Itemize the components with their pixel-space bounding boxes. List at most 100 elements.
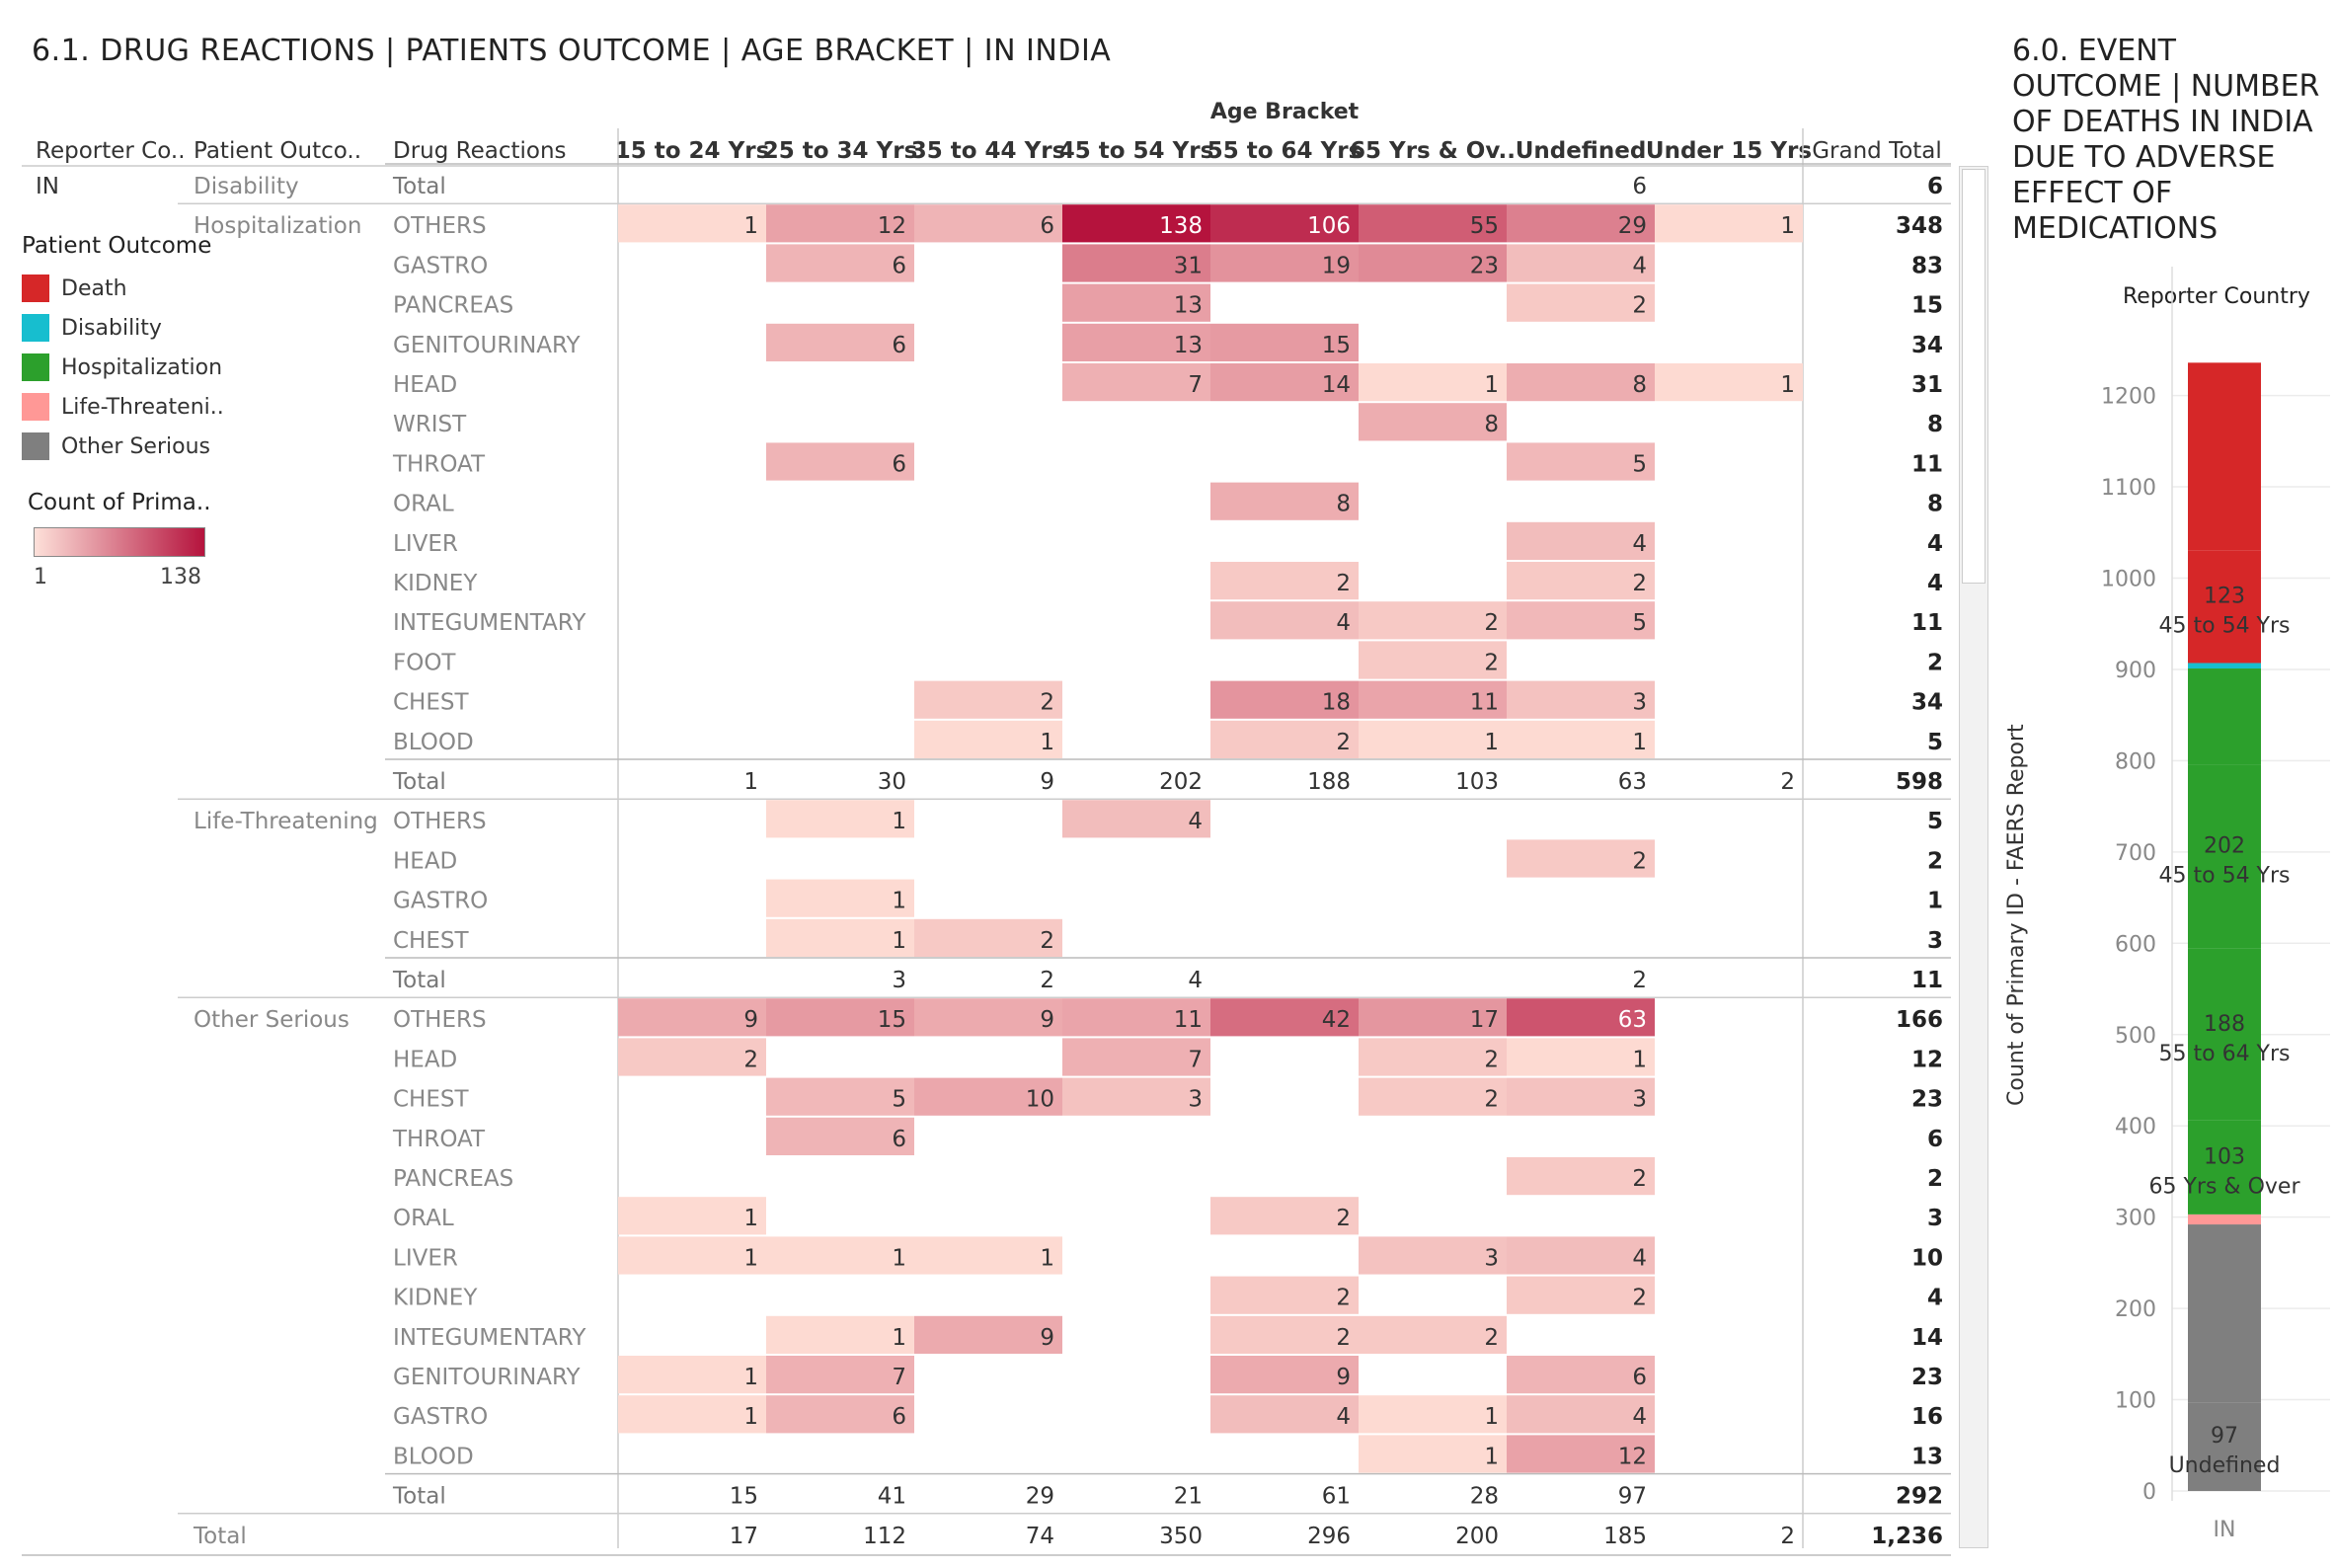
y-tick-label: 1100 <box>2101 476 2156 501</box>
heat-cell <box>914 1077 1062 1116</box>
reaction-label: ORAL <box>393 492 454 517</box>
cell-value: 12 <box>1618 1444 1647 1469</box>
legend-item[interactable]: Life-Threateni.. <box>22 387 224 427</box>
cell-value: 2 <box>1632 968 1647 993</box>
heat-cell <box>1210 1315 1359 1354</box>
cell-value: 1 <box>743 1404 758 1430</box>
cell-value: 2 <box>1632 293 1647 319</box>
heat-cell <box>1359 680 1507 719</box>
reaction-label: HEAD <box>393 848 457 874</box>
heat-cell <box>1507 1395 1655 1434</box>
legend-item[interactable]: Hospitalization <box>22 348 224 387</box>
cell-value: 2 <box>1336 1325 1351 1351</box>
heat-cell <box>618 1395 766 1434</box>
heat-cell <box>914 720 1062 758</box>
outcome-label: Disability <box>194 174 299 199</box>
column-header: 35 to 44 Yrs <box>911 138 1066 164</box>
cell-value: 1 <box>892 1245 906 1271</box>
reaction-label: INTEGUMENTARY <box>393 1325 586 1351</box>
legend-swatch <box>22 274 49 302</box>
grand-total-header: Grand Total <box>1812 138 1942 164</box>
cell-value: 19 <box>1322 253 1351 278</box>
row-grand-total: 5 <box>1927 809 1943 834</box>
cell-value: 6 <box>1040 213 1054 239</box>
reaction-label: FOOT <box>393 650 456 675</box>
bar-segment <box>2188 668 2261 765</box>
heat-cell <box>766 323 914 361</box>
heat-cell <box>1507 1038 1655 1076</box>
cell-value: 6 <box>892 451 906 477</box>
heat-cell <box>914 1236 1062 1275</box>
scrollbar-thumb[interactable] <box>1962 169 1986 584</box>
heat-cell <box>1210 323 1359 361</box>
column-header: 45 to 54 Yrs <box>1059 138 1214 164</box>
reaction-label: WRIST <box>393 412 467 437</box>
heat-cell <box>1507 720 1655 758</box>
row-grand-total: 83 <box>1911 253 1943 278</box>
color-scale-min: 1 <box>34 565 47 589</box>
cell-value: 97 <box>1618 1484 1647 1510</box>
heat-cell <box>1210 998 1359 1037</box>
legend-item[interactable]: Death <box>22 269 224 308</box>
cell-value: 1 <box>892 928 906 954</box>
cell-value: 15 <box>730 1484 758 1510</box>
cell-value: 1 <box>1040 730 1054 755</box>
heat-cell <box>1507 839 1655 878</box>
reaction-label: Total <box>392 174 446 199</box>
cell-value: 18 <box>1322 690 1351 716</box>
heat-cell <box>1210 244 1359 282</box>
grand-total-value: 74 <box>1026 1524 1054 1549</box>
cell-value: 3 <box>1632 690 1647 716</box>
legend-swatch <box>22 393 49 421</box>
cell-value: 17 <box>1470 1007 1499 1033</box>
heat-cell <box>1062 363 1210 402</box>
cell-value: 5 <box>1632 610 1647 636</box>
vertical-scrollbar[interactable] <box>1959 166 1988 1548</box>
y-tick-label: 400 <box>2115 1115 2156 1139</box>
heat-cell <box>618 1038 766 1076</box>
heat-cell <box>914 998 1062 1037</box>
row-grand-total: 23 <box>1911 1365 1943 1390</box>
segment-value-label: 103 <box>2204 1144 2245 1169</box>
row-grand-total: 2 <box>1927 1166 1943 1192</box>
heat-cell <box>1507 1356 1655 1394</box>
reaction-label: OTHERS <box>393 809 487 834</box>
heat-cell <box>1507 1077 1655 1116</box>
bar-segment <box>2188 550 2261 664</box>
heat-cell <box>1507 998 1655 1037</box>
heat-cell <box>1359 1236 1507 1275</box>
heat-cell <box>1507 562 1655 600</box>
heat-cell <box>1359 1435 1507 1473</box>
cell-value: 2 <box>1484 650 1499 675</box>
heat-cell <box>914 1315 1062 1354</box>
grand-total-value: 185 <box>1603 1524 1647 1549</box>
heat-cell <box>1062 323 1210 361</box>
reaction-label: GASTRO <box>393 253 488 278</box>
cell-value: 3 <box>1188 1087 1203 1113</box>
dashboard-title-left: 6.1. DRUG REACTIONS | PATIENTS OUTCOME |… <box>32 34 1112 68</box>
bar-segment <box>2188 1224 2261 1403</box>
heat-cell <box>1062 1077 1210 1116</box>
heat-cell <box>1359 244 1507 282</box>
row-grand-total: 2 <box>1927 650 1943 675</box>
y-tick-label: 700 <box>2115 841 2156 866</box>
row-grand-total: 11 <box>1911 968 1943 993</box>
legend-item[interactable]: Disability <box>22 308 224 348</box>
heat-cell <box>766 442 914 481</box>
grand-total-value: 2 <box>1780 1524 1795 1549</box>
cell-value: 6 <box>1632 174 1647 199</box>
cell-value: 1 <box>1040 1245 1054 1271</box>
cell-value: 2 <box>1632 1286 1647 1311</box>
column-header: 55 to 64 Yrs <box>1207 138 1363 164</box>
cell-value: 103 <box>1455 769 1499 795</box>
segment-value-label: 202 <box>2204 833 2245 858</box>
heat-cell <box>1359 363 1507 402</box>
bar-segment <box>2188 362 2261 551</box>
heat-cell <box>914 680 1062 719</box>
row-grand-total: 598 <box>1896 769 1943 795</box>
row-grand-total: 10 <box>1911 1245 1943 1271</box>
reaction-label: BLOOD <box>393 730 474 755</box>
row-grand-total: 16 <box>1911 1404 1943 1430</box>
legend-item[interactable]: Other Serious <box>22 427 224 466</box>
reaction-label: GASTRO <box>393 1404 488 1430</box>
